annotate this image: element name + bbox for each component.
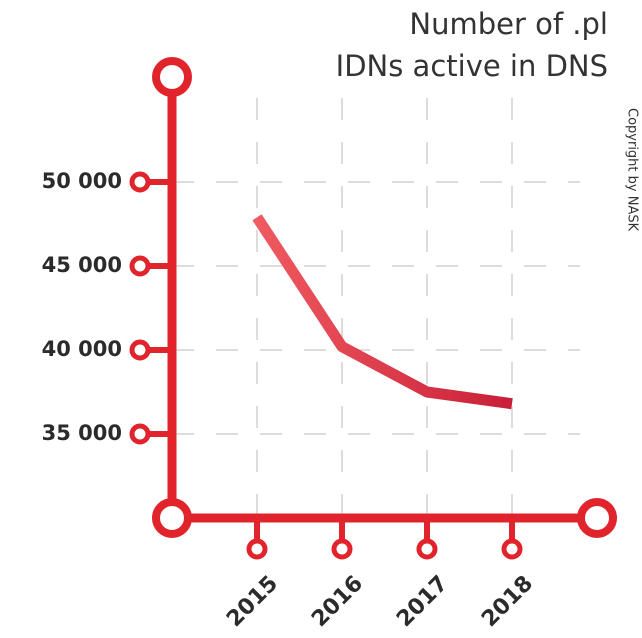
y-tick-label: 40 000 [42, 337, 122, 361]
x-tick-label: 2016 [307, 571, 368, 632]
copyright: Copyright by NASK [625, 108, 640, 232]
axis-end [152, 57, 192, 97]
y-tick-dot [129, 255, 151, 277]
y-tick-label: 45 000 [42, 253, 122, 277]
y-tick-dot [129, 339, 151, 361]
x-tick-label: 2015 [222, 571, 283, 632]
axis-end [577, 498, 617, 538]
x-tick-dot [246, 538, 268, 560]
axis-end [152, 498, 192, 538]
y-tick-label: 50 000 [42, 169, 122, 193]
y-tick-dot [129, 171, 151, 193]
x-tick-dot [416, 538, 438, 560]
x-tick-dot [501, 538, 523, 560]
x-tick-label: 2017 [392, 571, 453, 632]
y-tick-label: 35 000 [42, 421, 122, 445]
x-tick-label: 2018 [477, 571, 538, 632]
chart-title-line: IDNs active in DNS [336, 49, 608, 83]
data-line [252, 214, 513, 410]
chart-title-line: Number of .pl [409, 7, 608, 41]
x-tick-dot [331, 538, 353, 560]
y-tick-dot [129, 423, 151, 445]
